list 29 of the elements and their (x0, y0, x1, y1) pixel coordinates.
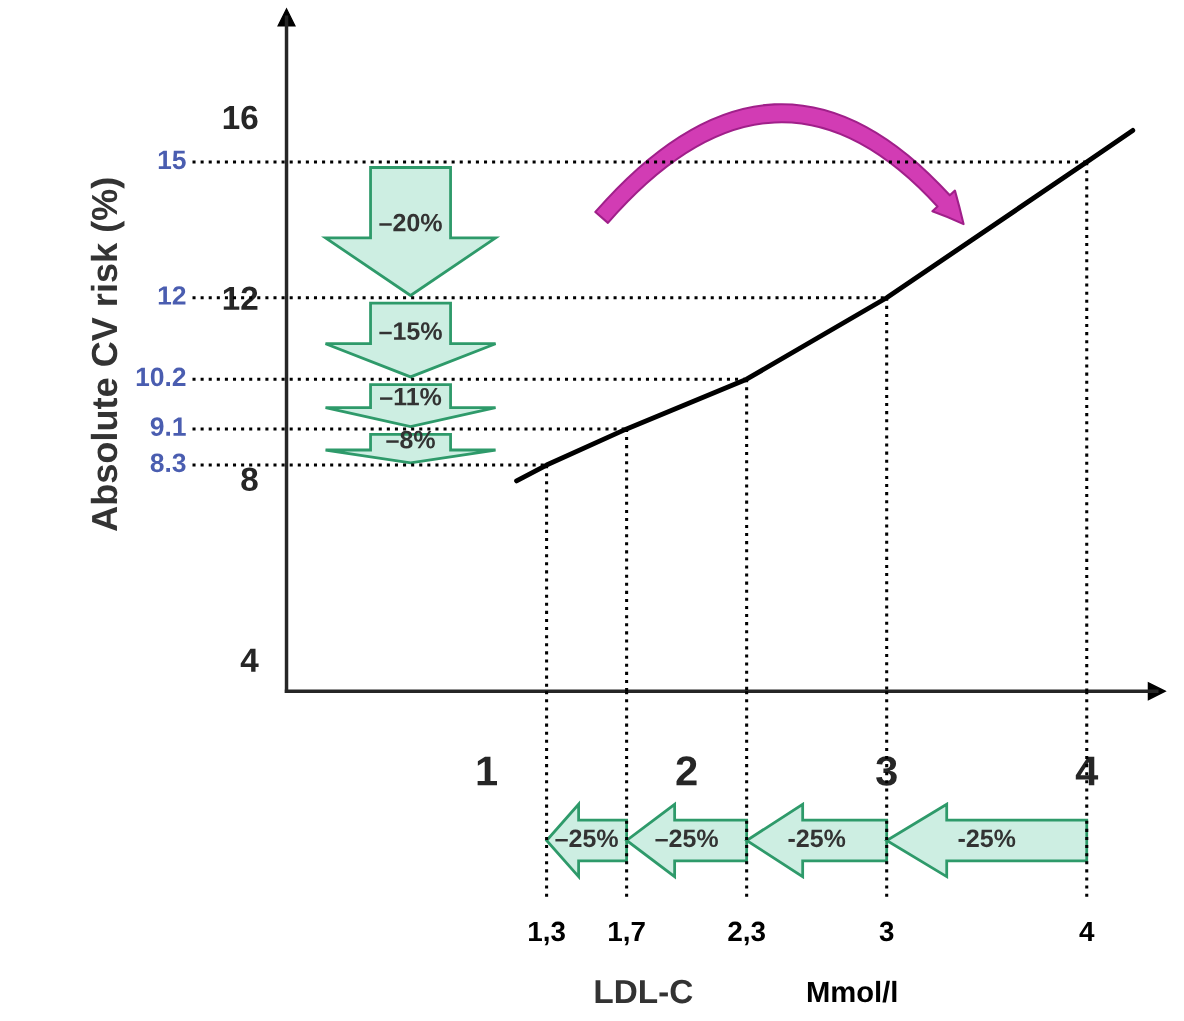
ref-line-label: 9.1 (150, 417, 186, 436)
y-tick-label: 8 (241, 467, 258, 492)
x-tick-label: 3 (876, 756, 897, 786)
text: –25% (555, 829, 618, 848)
ref-line-label: 2,3 (728, 921, 765, 946)
ref-line-label: 3 (879, 921, 894, 942)
ref-line-label: 15 (158, 150, 186, 170)
y-tick-label: 12 (223, 286, 258, 310)
ref-line-label: 4 (1079, 921, 1095, 941)
annotation: –11% (380, 387, 442, 406)
x-tick-label: 4 (1075, 756, 1099, 786)
ref-line-label: 1,7 (609, 921, 645, 946)
annotation: –20% (379, 213, 442, 232)
ref-line-label: 8.3 (150, 453, 186, 473)
text: Mmol/l (807, 980, 897, 1003)
y-tick-label: 4 (240, 648, 259, 672)
text: LDL-C (595, 979, 693, 1004)
annotation: –8% (386, 430, 435, 449)
text: -25% (788, 829, 846, 848)
y-tick-label: 16 (223, 105, 258, 130)
annotation: –15% (379, 322, 442, 340)
x-tick-label: 1 (477, 756, 498, 786)
y-axis-title: Absolute CV risk (%) (90, 178, 125, 531)
x-tick-label: 2 (676, 756, 697, 786)
text: –25% (655, 829, 718, 848)
ref-line-label: 1,3 (529, 921, 565, 946)
text: -25% (958, 829, 1016, 848)
ref-line-label: 12 (158, 286, 186, 305)
ref-line-label: 10.2 (136, 367, 186, 387)
